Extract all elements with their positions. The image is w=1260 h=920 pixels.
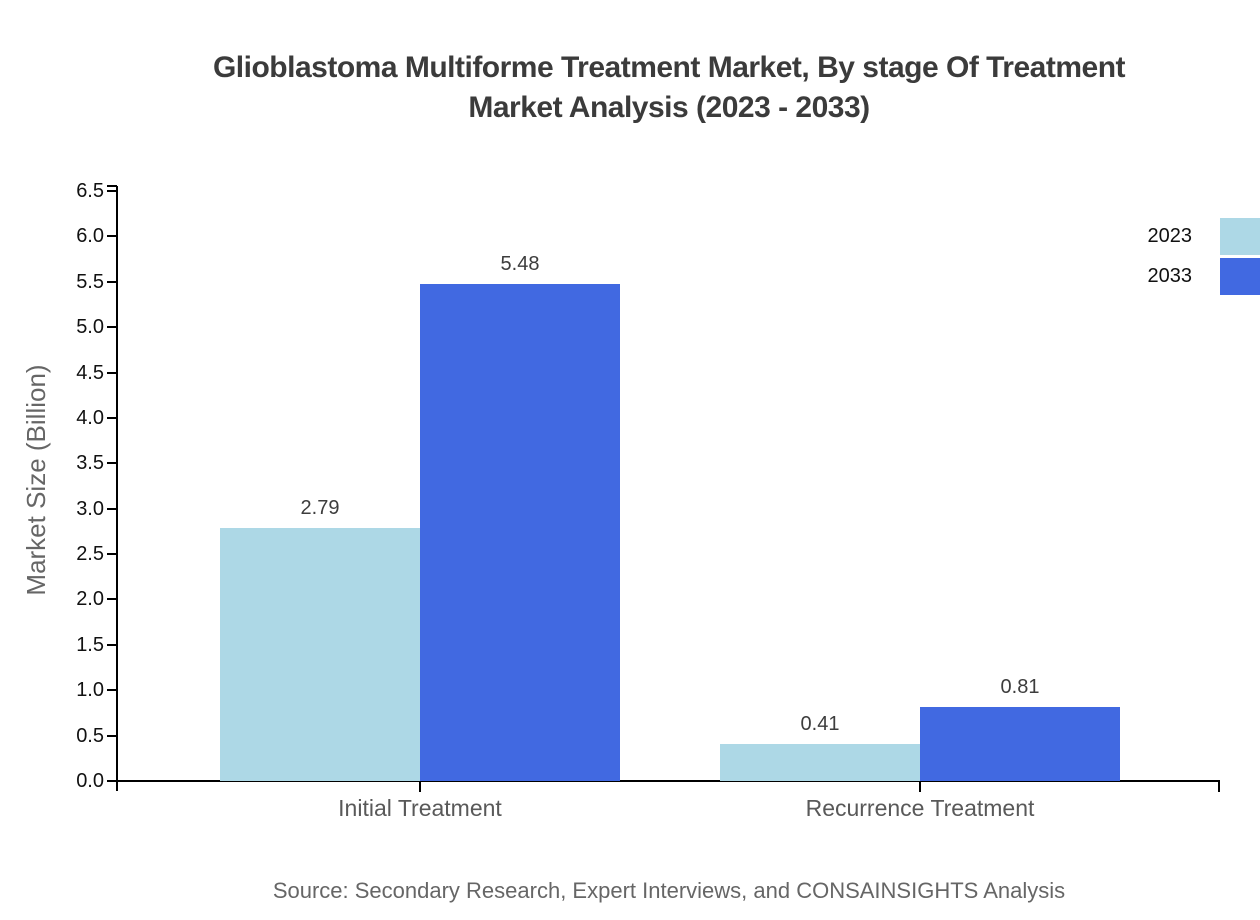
legend-swatch-2023 [1220,218,1260,255]
legend-item: 2023 [1148,218,1260,255]
y-tick-label: 6.0 [76,225,104,248]
x-category-label: Initial Treatment [338,795,502,821]
y-tick-label: 6.5 [76,180,104,202]
y-tick-mark [107,507,117,510]
y-tick-label: 2.5 [76,543,104,566]
y-tick-mark [107,643,117,646]
y-tick-label: 0.5 [76,724,104,747]
y-tick-label: 0.0 [76,770,104,792]
bar-value-label: 2.79 [300,497,340,519]
y-tick-mark [107,553,117,556]
chart-title-line1: Glioblastoma Multiforme Treatment Market… [212,51,1126,84]
bar-value-label: 0.81 [1000,676,1040,698]
bar-2033-0 [420,284,620,781]
x-axis-end-tick [1218,782,1220,792]
legend-label: 2023 [1147,225,1193,247]
y-tick-mark [107,371,117,374]
bar-value-label: 0.41 [800,713,840,735]
y-tick-label: 1.0 [76,679,104,702]
bar-2033-1 [920,707,1120,781]
y-tick-label: 1.5 [76,633,104,656]
y-tick-mark [107,780,117,782]
x-tick-mark [419,782,421,792]
legend-swatch-2033 [1220,258,1260,295]
chart-title: Glioblastoma Multiforme Treatment Market… [118,48,1220,128]
y-tick-label: 5.0 [76,316,104,339]
source-text: Source: Secondary Research, Expert Inter… [272,878,1066,903]
bar-2023-1 [720,744,920,781]
y-axis-endcap-tick [107,185,117,187]
bar-2023-0 [220,528,420,781]
y-tick-mark [107,280,117,283]
x-axis-line [110,780,1220,782]
bar-value-label: 5.48 [500,253,540,275]
y-tick-mark [107,734,117,737]
y-tick-mark [107,326,117,329]
legend-label: 2033 [1147,265,1193,287]
legend: 2023 2033 [1148,218,1260,298]
y-tick-label: 4.0 [76,406,104,429]
y-tick-mark [107,190,117,192]
y-tick-mark [107,462,117,465]
y-tick-mark [107,416,117,419]
y-axis-line [116,186,118,791]
x-tick-mark [919,782,921,792]
y-tick-mark [107,689,117,692]
x-category-label: Recurrence Treatment [805,795,1035,821]
chart-title-line2: Market Analysis (2023 - 2033) [468,91,870,124]
y-tick-label: 3.0 [76,497,104,520]
legend-item: 2033 [1148,258,1260,295]
y-tick-label: 3.5 [76,452,104,475]
y-tick-label: 4.5 [76,361,104,384]
y-tick-label: 2.0 [76,588,104,611]
y-tick-mark [107,235,117,238]
y-tick-label: 5.5 [76,270,104,293]
y-tick-mark [107,598,117,601]
